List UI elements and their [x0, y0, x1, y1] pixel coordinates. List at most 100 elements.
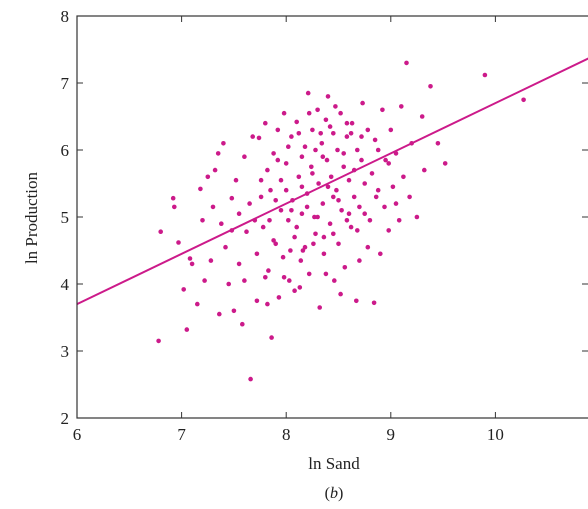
plot-frame	[76, 15, 588, 419]
data-point	[289, 134, 294, 139]
data-point	[266, 268, 271, 273]
data-point	[375, 147, 381, 153]
data-point	[338, 110, 343, 116]
data-point	[290, 198, 295, 203]
data-point	[342, 265, 348, 270]
data-point	[320, 154, 326, 159]
data-point	[428, 84, 433, 89]
data-point	[367, 218, 373, 223]
data-point	[354, 298, 359, 304]
data-point	[215, 151, 221, 156]
figure-caption: (b)	[325, 485, 344, 502]
data-point	[286, 218, 291, 223]
data-point	[176, 240, 181, 245]
data-point	[289, 208, 294, 213]
data-point	[371, 300, 377, 306]
data-point	[200, 218, 205, 223]
y-tick-label: 8	[61, 7, 70, 26]
x-tick-label: 10	[487, 425, 504, 444]
data-point	[181, 287, 186, 292]
y-tick-label: 2	[61, 409, 70, 428]
data-point	[327, 221, 333, 226]
data-point	[351, 194, 357, 200]
data-point	[256, 135, 262, 141]
data-point	[283, 187, 289, 193]
data-point	[292, 288, 297, 294]
data-point	[359, 157, 364, 163]
data-point	[281, 275, 287, 280]
data-point	[321, 251, 327, 257]
data-point	[305, 90, 311, 96]
data-point	[380, 107, 385, 113]
data-point	[419, 114, 425, 119]
data-point	[315, 214, 320, 220]
data-point	[334, 187, 339, 193]
data-point	[202, 278, 207, 283]
data-point	[313, 147, 318, 153]
data-point	[263, 275, 268, 280]
data-point	[335, 147, 340, 153]
x-tick-label: 7	[177, 425, 186, 444]
data-point	[388, 127, 394, 133]
data-point	[348, 131, 354, 136]
x-tick-label: 8	[282, 425, 291, 444]
data-point	[254, 251, 260, 257]
data-point	[233, 177, 239, 183]
data-point	[271, 151, 276, 156]
data-point	[212, 167, 218, 173]
data-point	[265, 301, 270, 307]
data-point	[344, 120, 350, 126]
data-point	[324, 157, 330, 163]
data-point	[316, 181, 321, 186]
data-point	[299, 154, 305, 159]
data-point	[263, 120, 268, 126]
data-point	[369, 171, 375, 176]
data-point	[298, 258, 304, 263]
x-axis-label: ln Sand	[308, 454, 360, 473]
y-axis-label: ln Production	[22, 171, 41, 264]
data-point	[344, 134, 350, 139]
data-point	[254, 298, 260, 304]
data-point	[187, 256, 193, 261]
data-point	[229, 228, 235, 233]
data-point	[355, 228, 360, 233]
data-point	[393, 151, 399, 156]
data-point	[267, 218, 272, 223]
data-point	[435, 141, 441, 146]
data-point	[300, 248, 306, 253]
y-tick-label: 6	[61, 141, 70, 160]
data-point	[355, 147, 360, 153]
data-point	[331, 194, 336, 200]
data-point	[319, 141, 325, 146]
data-point	[325, 184, 331, 190]
data-point	[302, 244, 308, 250]
data-point	[407, 194, 412, 200]
data-point	[198, 186, 203, 192]
data-point	[323, 271, 329, 277]
data-point	[349, 120, 355, 126]
data-point	[482, 72, 488, 78]
data-point	[273, 241, 279, 247]
data-point	[317, 305, 323, 310]
data-point	[331, 231, 336, 237]
data-point	[310, 127, 315, 133]
data-point	[288, 248, 293, 253]
data-point	[404, 60, 409, 66]
caption-close-paren: )	[338, 485, 343, 502]
data-point	[283, 161, 289, 166]
data-point	[248, 376, 253, 382]
data-point	[195, 301, 200, 307]
data-point	[521, 97, 526, 103]
fit-line-group	[76, 57, 588, 306]
data-point	[219, 221, 224, 226]
data-point	[208, 258, 214, 263]
data-point	[341, 151, 347, 156]
data-point	[297, 285, 303, 290]
data-point	[336, 198, 341, 203]
data-point	[414, 214, 420, 220]
data-point	[278, 208, 284, 213]
data-point	[351, 167, 357, 173]
caption-open-paren: (	[325, 485, 330, 502]
data-point	[158, 229, 163, 234]
data-point	[189, 261, 195, 267]
